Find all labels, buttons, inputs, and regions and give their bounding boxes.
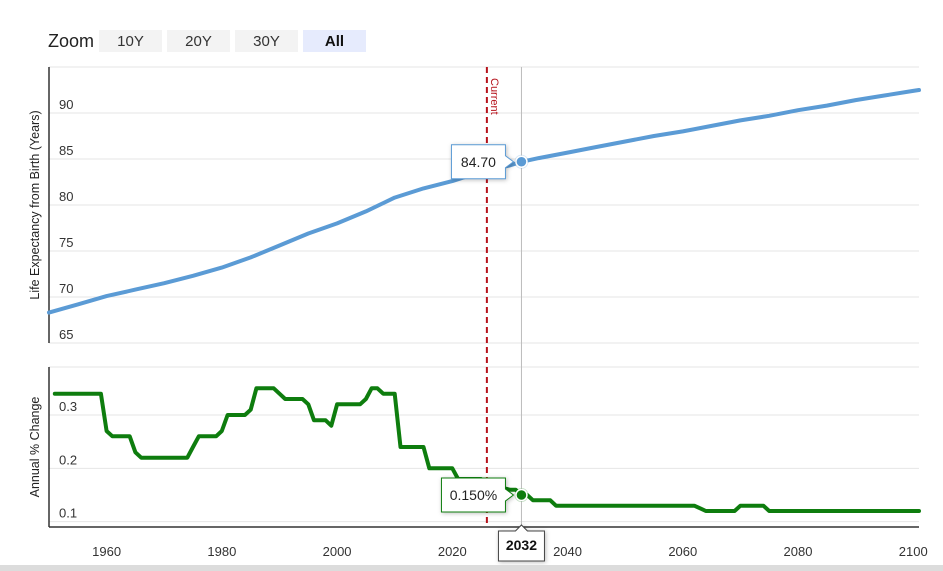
hover-point (515, 155, 528, 169)
x-tick-label: 1980 (207, 544, 236, 559)
y-tick-label: 80 (59, 189, 73, 204)
tooltip-box (450, 144, 515, 180)
series-line-annual-change (52, 386, 921, 513)
y-tick-label: 0.3 (59, 399, 77, 414)
x-tick-label: 2060 (668, 544, 697, 559)
x-tick-label: 2020 (438, 544, 467, 559)
y-axis-title: Annual % Change (28, 397, 42, 498)
y-tick-label: 70 (59, 281, 73, 296)
y-tick-label: 0.1 (59, 506, 77, 521)
zoom-button-all[interactable]: All (303, 30, 367, 52)
y-tick-label: 90 (59, 97, 73, 112)
hover-point (515, 488, 528, 502)
scroll-strip (0, 565, 943, 571)
y-axis-title: Life Expectancy from Birth (Years) (28, 110, 42, 299)
y-tick-label: 65 (59, 327, 73, 342)
y-tick-label: 75 (59, 235, 73, 250)
x-tick-label: 1960 (92, 544, 121, 559)
x-tick-label: 2100 (899, 544, 928, 559)
zoom-bar: Zoom 10Y 20Y 30Y All (48, 30, 371, 52)
zoom-button-20y[interactable]: 20Y (167, 30, 231, 52)
zoom-button-10y[interactable]: 10Y (99, 30, 163, 52)
hover-x-label: 2032 (497, 524, 545, 562)
zoom-label: Zoom (48, 30, 95, 51)
x-label-text: 2032 (506, 537, 537, 553)
current-marker-label: Current (488, 78, 500, 115)
tooltip-box (440, 477, 515, 513)
hover-tooltip: 84.70 (450, 144, 515, 180)
series-line-life-expectancy (47, 88, 921, 315)
x-tick-label: 2040 (553, 544, 582, 559)
y-tick-label: 0.2 (59, 452, 77, 467)
hover-tooltip: 0.150% (440, 477, 515, 513)
zoom-button-30y[interactable]: 30Y (235, 30, 299, 52)
y-tick-label: 85 (59, 143, 73, 158)
tooltip-value: 0.150% (450, 487, 497, 503)
tooltip-value: 84.70 (461, 154, 496, 170)
x-label-box (497, 524, 545, 562)
x-tick-label: 2000 (323, 544, 352, 559)
x-tick-label: 2080 (784, 544, 813, 559)
